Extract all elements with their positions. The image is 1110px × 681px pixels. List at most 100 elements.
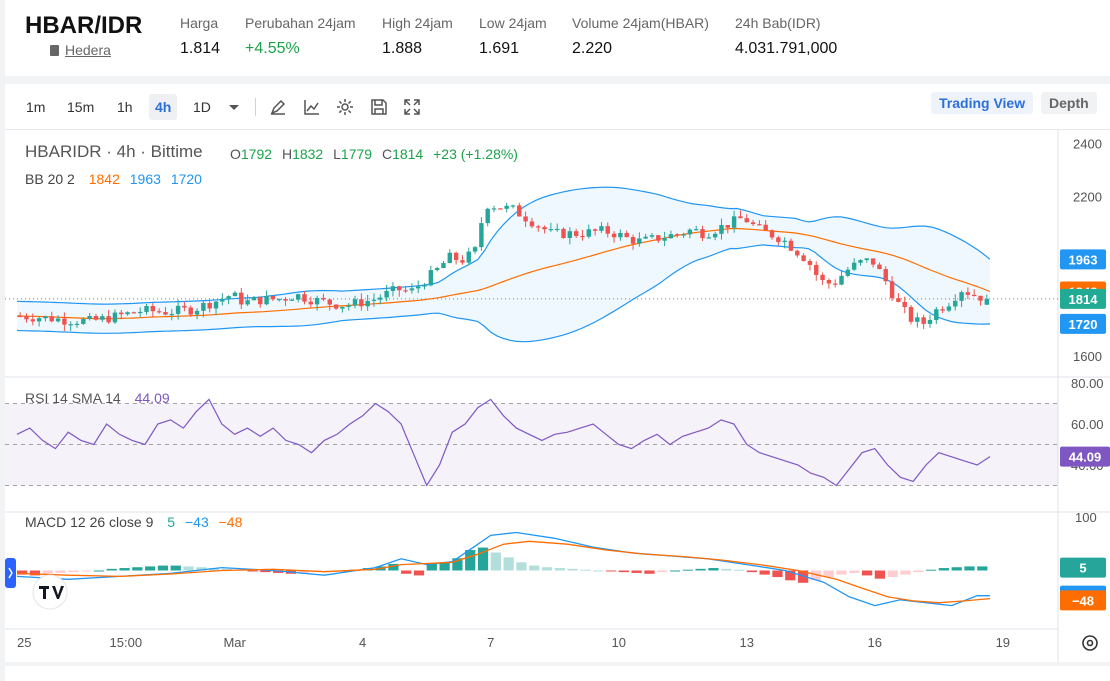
stat-value: 1.814 (180, 40, 221, 57)
coin-link[interactable]: Hedera (50, 42, 111, 58)
stat-volume: Volume 24jam(HBAR) 2.220 (572, 15, 709, 58)
bb-legend: BB 20 2 1842 1963 1720 (25, 171, 202, 187)
candle (643, 233, 648, 240)
candle (194, 308, 200, 320)
timeframe-1m[interactable]: 1m (26, 99, 46, 115)
candle (36, 316, 42, 327)
candle-body (731, 216, 737, 228)
candle (504, 202, 509, 213)
macd-hist-bar (593, 570, 604, 572)
chevron-down-icon[interactable] (224, 97, 244, 117)
candle (409, 283, 415, 294)
macd-signal-value: −48 (219, 514, 243, 530)
stat-label: Perubahan 24jam (245, 15, 356, 31)
candle (971, 289, 977, 297)
candle (782, 237, 787, 249)
fullscreen-icon[interactable] (402, 97, 422, 117)
candle (441, 260, 446, 269)
timeframe-4h[interactable]: 4h (149, 94, 178, 120)
candle (820, 272, 825, 285)
candle (573, 228, 579, 239)
candle-body (504, 205, 509, 209)
macd-hist-bar (618, 570, 629, 573)
macd-hist-bar (452, 558, 463, 571)
macd-hist-bar (861, 570, 873, 576)
line-chart-icon[interactable] (302, 97, 322, 117)
candle-body (864, 258, 870, 261)
candle (137, 307, 143, 318)
macd-hist-bar (631, 570, 642, 573)
macd-hist-bar (644, 570, 655, 574)
candle-body (946, 306, 952, 311)
candle (74, 321, 80, 328)
macd-hist-bar (145, 566, 156, 571)
candle-body (719, 225, 724, 234)
save-icon[interactable] (369, 97, 389, 117)
candle-body (757, 224, 762, 226)
candle-body (567, 231, 573, 238)
macd-hist-bar (209, 568, 220, 571)
chart-panel: 1m 15m 1h 4h 1D Trading View Depth 80.00… (5, 84, 1110, 662)
bb-basis-value: 1842 (89, 171, 120, 187)
candle-body (807, 260, 813, 265)
candle (675, 233, 680, 238)
sidebar-expand-handle[interactable] (5, 558, 16, 588)
macd-axis-label: 100 (1075, 510, 1097, 525)
time-axis-label: 19 (996, 635, 1010, 650)
candle-body (87, 316, 92, 320)
macd-label: MACD 12 26 close 9 (25, 514, 154, 530)
time-axis-label: Mar (223, 635, 246, 650)
candle (978, 295, 983, 306)
macd-legend: MACD 12 26 close 9 5 −43 −48 (25, 514, 243, 530)
macd-hist-bar (721, 568, 732, 571)
candle (434, 266, 440, 272)
gear-icon[interactable] (335, 97, 355, 117)
candle (371, 293, 377, 307)
candle (245, 294, 250, 306)
timeframe-1h[interactable]: 1h (117, 99, 133, 115)
candle (662, 231, 667, 247)
candle (106, 310, 111, 324)
candle-body (321, 297, 326, 300)
candle (750, 219, 756, 227)
macd-hist-bar (183, 566, 194, 571)
candle-body (592, 229, 598, 231)
macd-hist-bar (132, 567, 143, 571)
candle-body (409, 288, 415, 291)
candle (940, 306, 945, 314)
candle-body (643, 236, 648, 239)
candle-body (883, 269, 888, 282)
last-price-tag-text: 1814 (1069, 292, 1099, 307)
timeframe-15m[interactable]: 15m (67, 99, 95, 115)
candle (264, 290, 269, 306)
depth-button[interactable]: Depth (1041, 92, 1097, 114)
candle-body (491, 208, 497, 210)
candle-body (365, 300, 370, 307)
bollinger-bands (16, 186, 991, 343)
candle-body (801, 255, 806, 261)
candle-body (902, 301, 907, 307)
timeframe-1d[interactable]: 1D (193, 99, 211, 115)
candle (731, 210, 737, 233)
rsi-value: 44.09 (135, 390, 170, 406)
pencil-icon[interactable] (268, 97, 288, 117)
candle-body (125, 312, 130, 315)
candle (706, 233, 712, 239)
candle-body (74, 323, 80, 326)
candle (554, 223, 560, 232)
candle (656, 234, 661, 244)
candle-body (403, 290, 408, 292)
macd-hist-bar (759, 570, 770, 575)
candle (289, 298, 295, 301)
macd-signal-tag-bg (1060, 590, 1106, 611)
candle-body (175, 305, 181, 314)
chart-settings-icon[interactable] (1082, 635, 1098, 651)
trading-view-button[interactable]: Trading View (931, 92, 1034, 114)
rsi-tag-bg (1060, 446, 1110, 467)
candle-body (119, 312, 124, 315)
candle (693, 225, 699, 231)
candle-body (915, 317, 920, 322)
macd-hist-bar (55, 570, 66, 573)
candle-body (776, 237, 781, 243)
